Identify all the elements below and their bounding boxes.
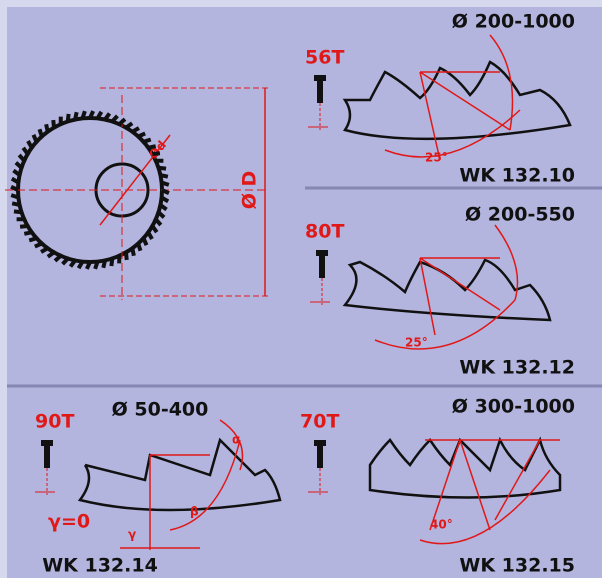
range: Ø 200-550 [465, 204, 575, 226]
tooth [126, 252, 127, 260]
tooth [75, 112, 77, 119]
tooth [162, 182, 169, 184]
tooth [95, 262, 97, 269]
tooth [33, 135, 36, 142]
angle: β [190, 505, 199, 519]
tooth [132, 248, 134, 255]
code: WK 132.10 [459, 165, 575, 187]
angle: γ [128, 528, 136, 542]
tooth [103, 260, 105, 267]
tooth [148, 146, 155, 148]
diagram: Ød Ø D Ø 200-1000 56T 25° WK 132.10 Ø 20… [0, 0, 602, 578]
angle: α [232, 433, 240, 447]
teeth-count: 56T [305, 47, 344, 69]
tooth [24, 232, 31, 234]
screw-body [319, 256, 325, 278]
tooth [35, 244, 42, 247]
tooth [144, 238, 147, 245]
tooth [68, 114, 69, 122]
top-band [0, 0, 602, 7]
tooth [12, 203, 19, 205]
tooth [144, 140, 151, 142]
code: WK 132.14 [42, 555, 158, 577]
tooth [138, 244, 140, 251]
tooth [53, 120, 54, 128]
teeth-count: 80T [305, 221, 344, 243]
screw-head [314, 440, 326, 446]
code: WK 132.12 [459, 357, 575, 379]
code: WK 132.15 [459, 555, 575, 577]
tooth [14, 211, 22, 212]
tooth [40, 129, 42, 136]
left-band [0, 0, 7, 578]
screw-body [44, 446, 50, 468]
tooth [111, 258, 112, 266]
range: Ø 200-1000 [452, 11, 575, 33]
angle: 25° [425, 151, 448, 165]
screw-body [317, 81, 323, 103]
range: Ø 50-400 [112, 399, 209, 421]
tooth [82, 111, 84, 118]
rake-angle: γ=0 [48, 511, 90, 533]
tooth [160, 175, 167, 177]
screw-head [316, 250, 328, 256]
screw-head [41, 440, 53, 446]
teeth-count: 90T [35, 411, 74, 433]
screw-body [317, 446, 323, 468]
diameter-label: Ø D [239, 171, 261, 210]
tooth [46, 124, 48, 131]
tooth [158, 168, 166, 169]
tooth [152, 153, 160, 154]
angle: 40° [430, 518, 453, 532]
angle: 25° [405, 336, 428, 350]
range: Ø 300-1000 [452, 396, 575, 418]
teeth-count: 70T [300, 411, 339, 433]
tooth [29, 238, 36, 240]
tooth [138, 133, 145, 136]
tooth [11, 195, 18, 197]
tooth [20, 226, 28, 227]
screw-head [314, 75, 326, 81]
